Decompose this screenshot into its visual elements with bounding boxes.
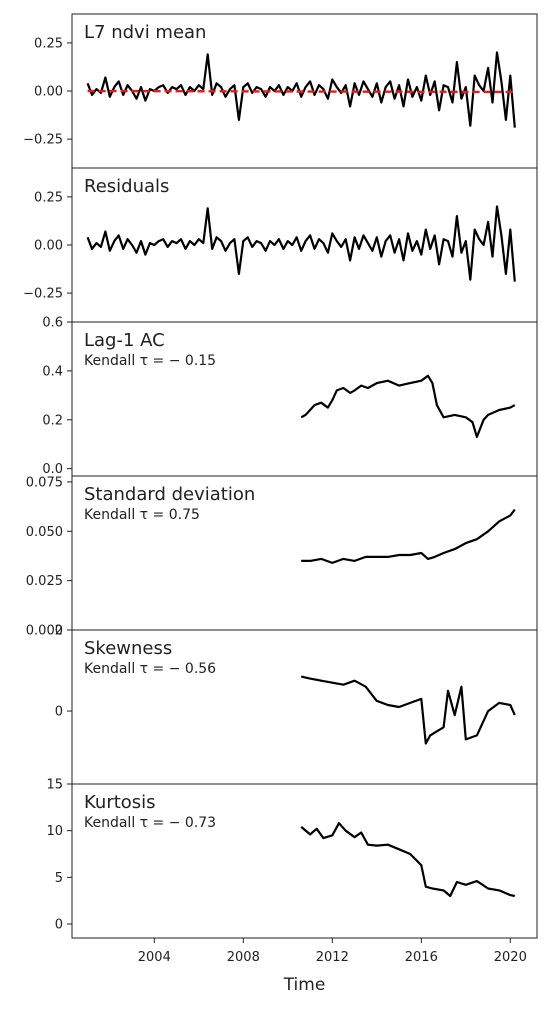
y-tick-label: 10 xyxy=(46,824,63,839)
panel-title: Lag-1 AC xyxy=(84,330,165,351)
panel-title: Residuals xyxy=(84,176,169,197)
x-tick-label: 2004 xyxy=(138,950,171,965)
series-line xyxy=(300,374,516,438)
x-tick-label: 2016 xyxy=(405,950,438,965)
series-line xyxy=(86,51,516,128)
y-tick-label: 0 xyxy=(55,705,63,720)
y-tick-label: 5 xyxy=(55,871,63,886)
kendall-tau-label: Kendall τ = − 0.56 xyxy=(84,661,216,677)
panel-2: −0.25 0.00 0.25 Residuals xyxy=(23,167,538,323)
y-tick-label: 0.00 xyxy=(34,85,63,100)
y-tick-label: 15 xyxy=(46,778,63,793)
kendall-tau-label: Kendall τ = 0.75 xyxy=(84,507,200,523)
y-tick-label: 0.6 xyxy=(42,316,63,331)
panel-4: 0.000 0.025 0.050 0.075 Standard deviation Ke… xyxy=(26,475,538,639)
y-tick-label: 0.25 xyxy=(34,190,63,205)
panel-title: Skewness xyxy=(84,638,172,659)
y-tick-label: 0.025 xyxy=(26,574,63,589)
x-axis: 2004 2008 2012 2016 2020 Time xyxy=(138,938,527,995)
trend-line xyxy=(87,89,515,94)
y-tick-label: 0.0 xyxy=(42,462,63,477)
panel-title: Kurtosis xyxy=(84,792,156,813)
y-tick-label: −0.25 xyxy=(23,287,63,302)
series-line xyxy=(300,822,516,898)
y-tick-label: 0.050 xyxy=(26,525,63,540)
panel-5: 0 2 Skewness Kendall τ = − 0.56 xyxy=(55,624,538,785)
panel-3: 0.0 0.2 0.4 0.6 Lag-1 AC Kendall τ = − 0.15 xyxy=(42,316,538,477)
y-tick-label: −0.25 xyxy=(23,133,63,148)
y-tick-label: 0.075 xyxy=(26,475,63,490)
series-line xyxy=(301,508,516,565)
y-tick-label: 2 xyxy=(55,624,63,639)
y-tick-label: 0.00 xyxy=(34,239,63,254)
panel-1: −0.25 0.00 0.25 L7 ndvi mean xyxy=(23,13,538,169)
kendall-tau-label: Kendall τ = − 0.15 xyxy=(84,353,216,369)
kendall-tau-label: Kendall τ = − 0.73 xyxy=(84,815,216,831)
x-axis-label: Time xyxy=(283,975,326,995)
panel-frame xyxy=(71,783,538,939)
panel-title: Standard deviation xyxy=(84,484,255,505)
panel-title: L7 ndvi mean xyxy=(84,22,206,43)
panel-6: 0 5 10 15 Kurtosis Kendall τ = − 0.73 xyxy=(46,778,538,939)
x-tick-label: 2020 xyxy=(494,950,527,965)
x-tick-label: 2012 xyxy=(316,950,349,965)
y-tick-label: 0.25 xyxy=(34,36,63,51)
x-tick-label: 2008 xyxy=(227,950,260,965)
series-line xyxy=(86,205,516,282)
series-line xyxy=(300,675,516,745)
y-tick-label: 0.2 xyxy=(42,413,63,428)
y-tick-label: 0 xyxy=(55,918,63,933)
y-tick-label: 0.000 xyxy=(26,624,63,639)
y-tick-label: 0.4 xyxy=(42,364,63,379)
